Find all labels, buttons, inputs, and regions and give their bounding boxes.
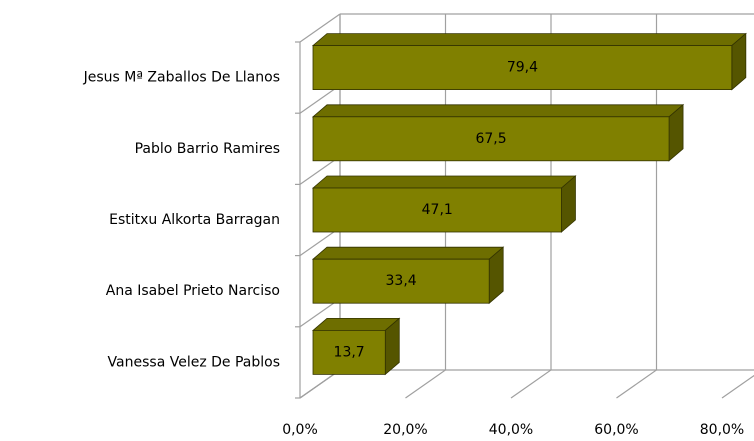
bar bbox=[312, 116, 670, 162]
x-tick-label: 60,0% bbox=[594, 422, 638, 438]
category-label: Estitxu Alkorta Barragan bbox=[109, 212, 280, 228]
value-label: 33,4 bbox=[386, 273, 417, 289]
x-tick-label: 20,0% bbox=[383, 422, 427, 438]
x-tick-label: 80,0% bbox=[700, 422, 744, 438]
value-label: 67,5 bbox=[475, 131, 506, 147]
bar bbox=[312, 258, 490, 304]
bar bbox=[312, 187, 562, 233]
category-label: Ana Isabel Prieto Narciso bbox=[106, 283, 280, 299]
value-label: 79,4 bbox=[507, 60, 538, 76]
category-label: Jesus Mª Zaballos De Llanos bbox=[83, 70, 280, 86]
left-wall-line bbox=[299, 13, 341, 43]
bar-top bbox=[311, 246, 505, 260]
bar bbox=[312, 329, 386, 375]
bar-top bbox=[311, 317, 401, 331]
category-label: Pablo Barrio Ramires bbox=[135, 141, 280, 157]
bar-top bbox=[311, 33, 747, 46]
bar-top bbox=[311, 104, 685, 118]
value-label: 47,1 bbox=[422, 202, 453, 218]
category-label: Vanessa Velez De Pablos bbox=[108, 354, 280, 370]
x-tick-label: 0,0% bbox=[282, 422, 318, 438]
bar bbox=[312, 45, 733, 90]
bar-top bbox=[311, 175, 577, 189]
x-tick-label: 40,0% bbox=[489, 422, 533, 438]
grid-line bbox=[721, 374, 754, 399]
value-label: 13,7 bbox=[334, 344, 365, 360]
